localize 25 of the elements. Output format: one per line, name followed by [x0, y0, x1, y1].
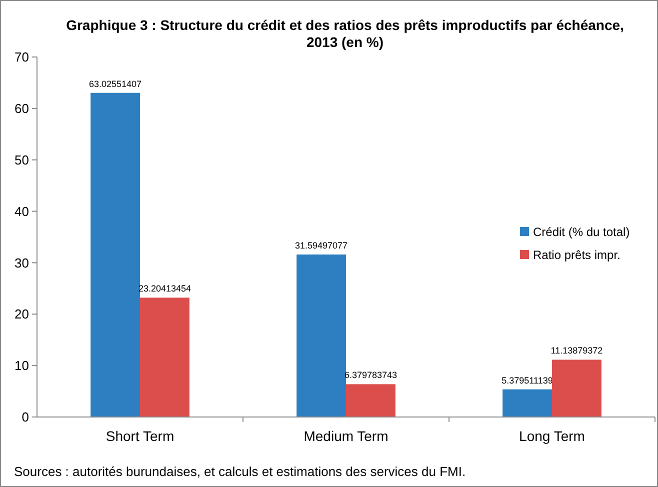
- x-tick-label: Medium Term: [304, 428, 388, 444]
- source-note: Sources : autorités burundaises, et calculs et estimations des services du FMI.: [14, 464, 466, 479]
- data-label: 5.379511139: [502, 375, 553, 386]
- legend-label: Crédit (% du total): [533, 225, 630, 240]
- y-tick-label: 30: [14, 255, 29, 270]
- y-tick-label: 0: [22, 410, 29, 425]
- x-tick-label: Short Term: [106, 428, 174, 444]
- y-tick-label: 20: [14, 306, 29, 322]
- bar: [140, 298, 190, 417]
- data-label: 11.13879372: [550, 346, 603, 356]
- bar: [90, 92, 140, 417]
- data-label: 31.59497077: [295, 240, 348, 251]
- data-label: 63.02551407: [89, 78, 142, 89]
- y-tick-label: 50: [14, 152, 29, 168]
- y-tick-label: 10: [14, 358, 29, 374]
- bar: [552, 360, 602, 417]
- x-tick-label: Long Term: [519, 428, 585, 444]
- y-tick-label: 60: [14, 100, 29, 116]
- bar: [346, 384, 396, 417]
- legend-label: Ratio prêts impr.: [533, 248, 620, 262]
- bar: [296, 254, 346, 417]
- y-tick-label: 70: [14, 50, 29, 65]
- bar: [502, 389, 552, 417]
- y-tick-label: 40: [14, 204, 29, 219]
- chart-title: Graphique 3 : Structure du crédit et des ratios des prêts improductifs par échéance, 2013 (en %): [66, 17, 624, 50]
